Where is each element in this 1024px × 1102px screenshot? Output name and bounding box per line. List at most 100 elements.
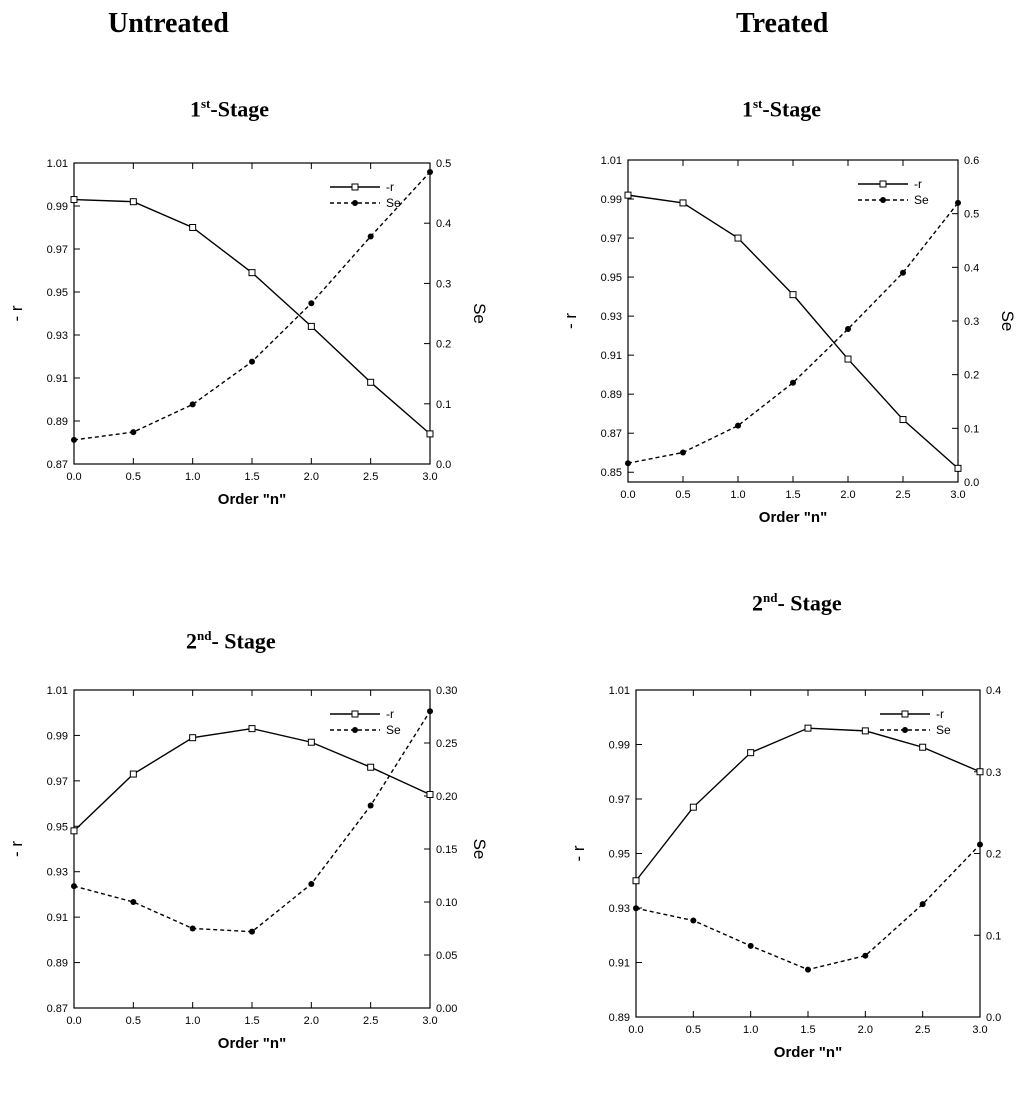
y2-tick-label: 0.05: [436, 950, 457, 962]
y-tick-label: 0.97: [609, 794, 630, 806]
data-point-se: [367, 233, 374, 240]
y-tick-label: 0.97: [47, 244, 68, 256]
y-tick-label: 0.87: [601, 428, 622, 440]
y2-tick-label: 0.2: [436, 339, 451, 351]
x-tick-label: 2.0: [304, 1015, 319, 1027]
y2-tick-label: 0.10: [436, 897, 457, 909]
y-tick-label: 0.87: [47, 1003, 68, 1015]
y-tick-label: 0.93: [601, 311, 622, 323]
x-tick-label: 0.0: [66, 471, 81, 483]
chart-3: 0.0 0.5 1.0 1.5 2.0 2.5 3.0 0.89 0.91 0.93 0.95 0.9…: [569, 685, 1024, 1061]
y-tick-label: 0.91: [47, 912, 68, 924]
y2-axis-label: Se: [470, 839, 489, 860]
x-tick-label: 1.0: [743, 1024, 758, 1036]
data-point-se: [130, 429, 137, 436]
y2-tick-label: 0.0: [986, 1012, 1001, 1024]
series-line-r: [73, 198, 431, 435]
legend-marker-dot: [880, 197, 886, 203]
y2-axis-label: Se: [998, 311, 1017, 332]
data-point-r: [248, 269, 256, 277]
y-tick-label: 0.95: [47, 287, 68, 299]
x-tick-label: 0.5: [126, 1015, 141, 1027]
stage-ordinal: 1: [742, 96, 753, 122]
y-tick-label: 1.01: [609, 685, 630, 697]
data-point-r: [899, 416, 907, 424]
y2-tick-label: 0.2: [964, 370, 979, 382]
x-axis-label: Order "n": [774, 1044, 842, 1061]
y2-tick-label: 0.0: [964, 477, 979, 489]
x-tick-label: 1.5: [244, 1015, 259, 1027]
legend-label: Se: [914, 193, 929, 207]
x-tick-label: 3.0: [422, 471, 437, 483]
stage-sup: nd: [763, 590, 778, 605]
stage-title: 2nd- Stage: [752, 590, 842, 616]
legend-marker-square: [351, 183, 359, 191]
y-tick-label: 0.99: [609, 740, 630, 752]
data-point-se: [130, 899, 137, 905]
data-point-r: [129, 770, 137, 778]
data-point-r: [307, 322, 315, 330]
x-tick-label: 0.0: [620, 489, 635, 501]
y-tick-label: 0.95: [609, 849, 630, 861]
data-point-se: [680, 449, 686, 456]
legend-marker-dot: [352, 727, 358, 733]
y-tick-label: 0.91: [47, 373, 68, 385]
stage-suffix: -Stage: [210, 96, 270, 122]
data-point-r: [624, 191, 632, 199]
y2-tick-label: 0.4: [964, 262, 979, 274]
data-point-r: [861, 727, 869, 735]
legend-marker-dot: [352, 200, 358, 206]
column-title-treated: Treated: [736, 8, 829, 39]
x-tick-label: 3.0: [422, 1015, 437, 1027]
data-point-r: [367, 378, 375, 386]
stage-title: 2nd- Stage: [186, 628, 276, 654]
series-line-se: [73, 710, 431, 933]
legend-label: -r: [386, 180, 394, 194]
x-tick-label: 1.0: [185, 471, 200, 483]
x-tick-label: 0.5: [126, 471, 141, 483]
series-line-se: [635, 844, 981, 971]
y2-tick-label: 0.5: [964, 209, 979, 221]
legend-label: -r: [386, 707, 394, 721]
plot-frame: [73, 162, 431, 465]
data-point-se: [977, 841, 983, 848]
stage-title: 1st-Stage: [190, 96, 269, 122]
y2-tick-label: 0.25: [436, 738, 457, 750]
data-point-se: [367, 802, 374, 809]
data-point-r: [367, 763, 375, 771]
y-tick-label: 0.99: [601, 194, 622, 206]
y-tick-label: 0.99: [47, 201, 68, 213]
y-tick-label: 0.89: [47, 416, 68, 428]
chart-0: 0.0 0.5 1.0 1.5 2.0 2.5 3.0 0.87 0.89 0.91 0.93 0.9…: [7, 158, 489, 508]
data-point-r: [679, 199, 687, 207]
y2-tick-label: 0.1: [436, 399, 451, 411]
y-tick-label: 0.95: [601, 272, 622, 284]
legend-label: Se: [386, 723, 401, 737]
legend-label: -r: [914, 177, 922, 191]
data-point-se: [189, 401, 196, 408]
data-point-r: [954, 464, 962, 472]
legend-label: -r: [936, 707, 944, 721]
y2-tick-label: 0.0: [436, 459, 451, 471]
y-tick-label: 0.91: [609, 958, 630, 970]
x-tick-label: 1.5: [785, 489, 800, 501]
y-tick-label: 0.91: [601, 350, 622, 362]
data-point-r: [129, 198, 137, 206]
plot-frame: [73, 689, 431, 1009]
series-line-r: [627, 194, 959, 469]
y-axis-label: - r: [7, 841, 26, 857]
stage-title: 1st-Stage: [742, 96, 821, 122]
y2-tick-label: 0.15: [436, 844, 457, 856]
y2-tick-label: 0.3: [436, 278, 451, 290]
x-tick-label: 3.0: [972, 1024, 987, 1036]
y-tick-label: 1.01: [47, 158, 68, 170]
y2-axis-label: Se: [1020, 843, 1024, 864]
data-point-se: [862, 952, 869, 959]
x-tick-label: 2.5: [915, 1024, 930, 1036]
y-tick-label: 0.93: [47, 867, 68, 879]
x-axis-label: Order "n": [218, 1035, 286, 1052]
y-tick-label: 0.87: [47, 459, 68, 471]
x-tick-label: 0.5: [675, 489, 690, 501]
data-point-r: [844, 355, 852, 363]
